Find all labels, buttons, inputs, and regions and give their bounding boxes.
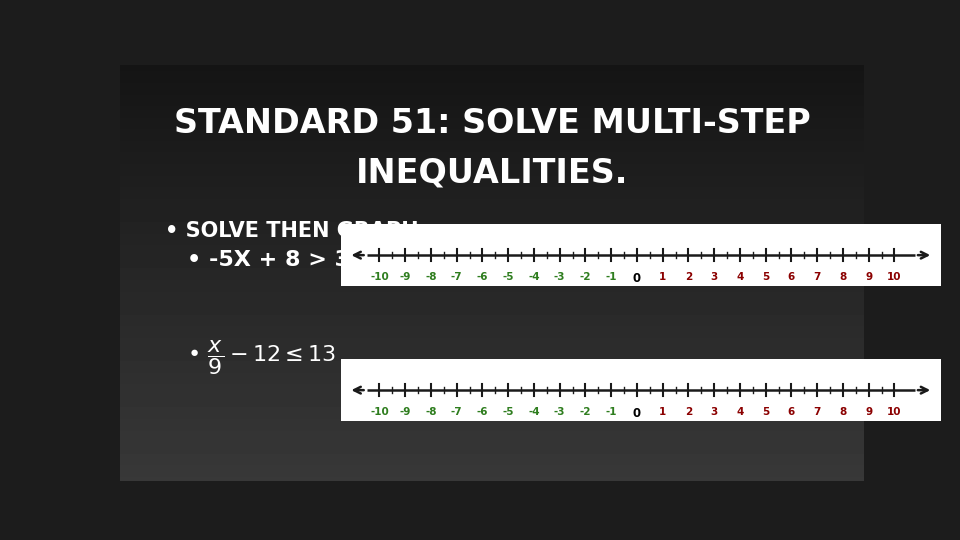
Text: 3: 3 [710, 407, 718, 417]
Text: -2: -2 [580, 407, 591, 417]
Text: 0: 0 [633, 272, 641, 285]
Text: -1: -1 [606, 407, 617, 417]
Text: 10: 10 [887, 407, 901, 417]
Text: -6: -6 [477, 272, 489, 282]
Text: -9: -9 [399, 407, 411, 417]
Text: 5: 5 [762, 272, 769, 282]
Text: -10: -10 [370, 272, 389, 282]
Text: 8: 8 [839, 272, 847, 282]
Text: 9: 9 [865, 407, 873, 417]
Text: INEQUALITIES.: INEQUALITIES. [356, 157, 628, 190]
Text: 10: 10 [887, 272, 901, 282]
Text: • SOLVE THEN GRAPH:: • SOLVE THEN GRAPH: [165, 221, 426, 241]
Text: -8: -8 [425, 272, 437, 282]
Text: • $\dfrac{x}{9} - 12 \leq 13$: • $\dfrac{x}{9} - 12 \leq 13$ [187, 339, 336, 377]
Text: 4: 4 [736, 407, 744, 417]
Text: -9: -9 [399, 272, 411, 282]
Text: -7: -7 [451, 272, 463, 282]
Text: 4: 4 [736, 272, 744, 282]
Text: 7: 7 [813, 407, 821, 417]
Text: 3: 3 [710, 272, 718, 282]
Text: 2: 2 [684, 407, 692, 417]
Text: 1: 1 [660, 272, 666, 282]
Text: -1: -1 [606, 272, 617, 282]
Text: 9: 9 [865, 272, 873, 282]
Text: -10: -10 [370, 407, 389, 417]
Text: -7: -7 [451, 407, 463, 417]
Text: -4: -4 [528, 407, 540, 417]
Text: 6: 6 [788, 407, 795, 417]
Text: 1: 1 [660, 407, 666, 417]
Text: 2: 2 [684, 272, 692, 282]
Text: -4: -4 [528, 272, 540, 282]
Text: -3: -3 [554, 407, 565, 417]
Text: -5: -5 [502, 407, 514, 417]
Text: 5: 5 [762, 407, 769, 417]
Text: 0: 0 [633, 407, 641, 420]
Text: -2: -2 [580, 272, 591, 282]
Text: 6: 6 [788, 272, 795, 282]
Text: STANDARD 51: SOLVE MULTI-STEP: STANDARD 51: SOLVE MULTI-STEP [174, 106, 810, 139]
Text: -5: -5 [502, 272, 514, 282]
Text: 8: 8 [839, 407, 847, 417]
Text: 7: 7 [813, 272, 821, 282]
Text: -3: -3 [554, 272, 565, 282]
Text: -8: -8 [425, 407, 437, 417]
Text: • -5X + 8 > 33: • -5X + 8 > 33 [187, 250, 366, 270]
Text: -6: -6 [477, 407, 489, 417]
